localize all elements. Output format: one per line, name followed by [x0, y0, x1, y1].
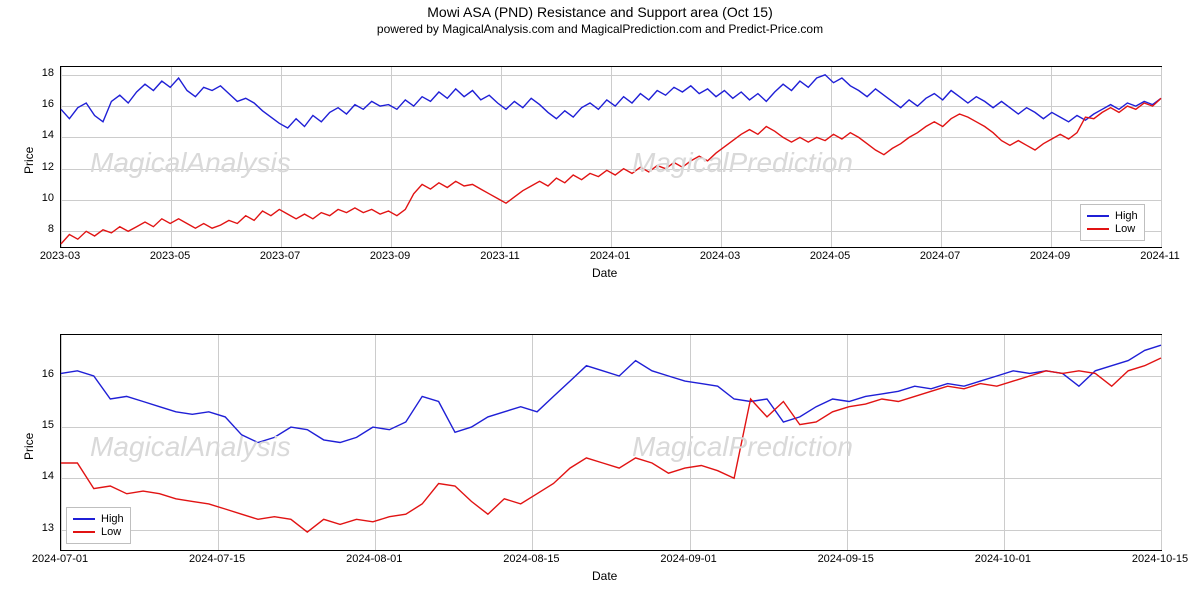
x-tick-label: 2024-07-15	[177, 553, 257, 565]
series-line-low	[61, 98, 1161, 244]
legend-label: High	[101, 513, 124, 525]
legend-item-low: Low	[73, 526, 124, 538]
plot-area	[60, 66, 1162, 248]
x-tick-label: 2024-10-01	[963, 553, 1043, 565]
y-tick-label: 10	[14, 192, 54, 204]
chart-subtitle: powered by MagicalAnalysis.com and Magic…	[0, 22, 1200, 36]
x-tick-label: 2024-10-15	[1120, 553, 1200, 565]
x-tick-label: 2024-07-01	[20, 553, 100, 565]
x-tick-label: 2024-07	[900, 250, 980, 262]
legend-swatch	[73, 531, 95, 533]
y-tick-label: 14	[14, 470, 54, 482]
legend-swatch	[1087, 228, 1109, 230]
x-tick-label: 2024-08-15	[491, 553, 571, 565]
y-axis-label: Price	[22, 147, 36, 174]
legend-label: Low	[101, 526, 121, 538]
x-tick-label: 2023-03	[20, 250, 100, 262]
legend-item-low: Low	[1087, 223, 1138, 235]
chart-container: Mowi ASA (PND) Resistance and Support ar…	[0, 4, 1200, 604]
gridline-vertical	[1161, 335, 1162, 550]
x-tick-label: 2023-05	[130, 250, 210, 262]
x-tick-label: 2024-11	[1120, 250, 1200, 262]
x-axis-label: Date	[592, 266, 617, 280]
gridline-vertical	[1161, 67, 1162, 247]
plot-area	[60, 334, 1162, 551]
y-tick-label: 8	[14, 223, 54, 235]
y-axis-label: Price	[22, 432, 36, 459]
legend-item-high: High	[73, 513, 124, 525]
x-tick-label: 2023-07	[240, 250, 320, 262]
x-tick-label: 2024-08-01	[334, 553, 414, 565]
legend-item-high: High	[1087, 210, 1138, 222]
series-line-low	[61, 358, 1161, 532]
legend: HighLow	[66, 507, 131, 544]
y-tick-label: 16	[14, 368, 54, 380]
y-tick-label: 13	[14, 522, 54, 534]
x-tick-label: 2024-05	[790, 250, 870, 262]
series-svg	[61, 335, 1161, 550]
chart-title: Mowi ASA (PND) Resistance and Support ar…	[0, 4, 1200, 20]
legend: HighLow	[1080, 204, 1145, 241]
series-line-high	[61, 75, 1161, 128]
legend-swatch	[73, 518, 95, 520]
x-tick-label: 2024-03	[680, 250, 760, 262]
x-tick-label: 2023-09	[350, 250, 430, 262]
y-tick-label: 14	[14, 129, 54, 141]
series-svg	[61, 67, 1161, 247]
x-axis-label: Date	[592, 569, 617, 583]
legend-label: Low	[1115, 223, 1135, 235]
y-tick-label: 18	[14, 67, 54, 79]
y-tick-label: 16	[14, 98, 54, 110]
x-tick-label: 2024-09-15	[806, 553, 886, 565]
legend-label: High	[1115, 210, 1138, 222]
series-line-high	[61, 345, 1161, 442]
x-tick-label: 2024-01	[570, 250, 650, 262]
y-tick-label: 15	[14, 419, 54, 431]
x-tick-label: 2023-11	[460, 250, 540, 262]
x-tick-label: 2024-09-01	[649, 553, 729, 565]
legend-swatch	[1087, 215, 1109, 217]
x-tick-label: 2024-09	[1010, 250, 1090, 262]
